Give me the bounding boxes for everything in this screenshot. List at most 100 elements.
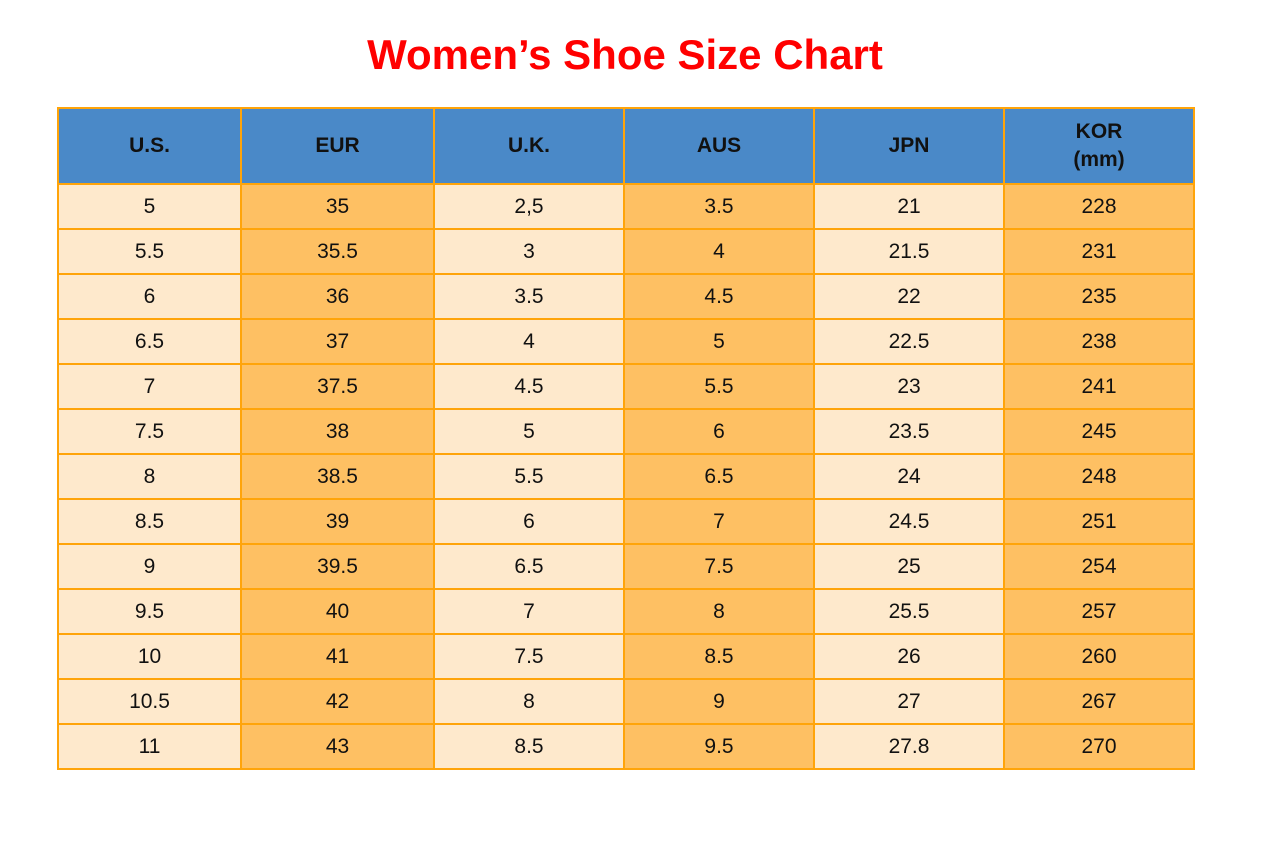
table-cell: 231 [1003, 228, 1195, 275]
table-cell: 257 [1003, 588, 1195, 635]
table-cell: 38.5 [240, 453, 435, 500]
table-cell: 260 [1003, 633, 1195, 680]
column-header-label: U.S. [129, 133, 170, 157]
table-cell: 7 [623, 498, 815, 545]
table-cell: 27.8 [813, 723, 1005, 770]
table-row: 10 41 7.5 8.5 26 260 [57, 633, 1195, 680]
table-cell: 4 [623, 228, 815, 275]
table-cell: 25 [813, 543, 1005, 590]
table-cell: 43 [240, 723, 435, 770]
header-row: U.S. EUR U.K. AUS JPN KOR (mm) [57, 107, 1195, 185]
column-header-label: AUS [696, 133, 742, 157]
table-cell: 42 [240, 678, 435, 725]
table-cell: 22 [813, 273, 1005, 320]
table-cell: 9 [57, 543, 242, 590]
table-row: 8.5 39 6 7 24.5 251 [57, 498, 1195, 545]
table-cell: 245 [1003, 408, 1195, 455]
column-header: EUR [240, 107, 435, 185]
column-header: KOR (mm) [1003, 107, 1195, 185]
table-cell: 23 [813, 363, 1005, 410]
table-cell: 6.5 [623, 453, 815, 500]
table-cell: 21.5 [813, 228, 1005, 275]
table-cell: 25.5 [813, 588, 1005, 635]
column-header: U.K. [433, 107, 625, 185]
table-cell: 6 [57, 273, 242, 320]
table-row: 9.5 40 7 8 25.5 257 [57, 588, 1195, 635]
table-cell: 241 [1003, 363, 1195, 410]
table-cell: 4.5 [623, 273, 815, 320]
size-chart-table: U.S. EUR U.K. AUS JPN KOR (mm) 5 35 2,5 3.5 21 228 5… [57, 107, 1195, 770]
table-row: 7.5 38 5 6 23.5 245 [57, 408, 1195, 455]
table-row: 5.5 35.5 3 4 21.5 231 [57, 228, 1195, 275]
table-cell: 5 [57, 183, 242, 230]
column-header-label: EUR [315, 133, 360, 157]
table-cell: 8 [623, 588, 815, 635]
table-cell: 270 [1003, 723, 1195, 770]
table-cell: 39 [240, 498, 435, 545]
table-cell: 35 [240, 183, 435, 230]
table-row: 9 39.5 6.5 7.5 25 254 [57, 543, 1195, 590]
table-cell: 248 [1003, 453, 1195, 500]
column-header-label: KOR [1075, 119, 1123, 143]
table-cell: 23.5 [813, 408, 1005, 455]
size-table-body: 5 35 2,5 3.5 21 228 5.5 35.5 3 4 21.5 231 6 36 3.5 4.5 2… [57, 183, 1195, 770]
table-cell: 9 [623, 678, 815, 725]
table-header: U.S. EUR U.K. AUS JPN KOR (mm) [57, 107, 1195, 185]
table-row: 10.5 42 8 9 27 267 [57, 678, 1195, 725]
table-cell: 10.5 [57, 678, 242, 725]
column-header: JPN [813, 107, 1005, 185]
table-cell: 10 [57, 633, 242, 680]
table-cell: 267 [1003, 678, 1195, 725]
table-cell: 4 [433, 318, 625, 365]
table-cell: 35.5 [240, 228, 435, 275]
table-row: 6.5 37 4 5 22.5 238 [57, 318, 1195, 365]
table-cell: 8 [57, 453, 242, 500]
table-cell: 9.5 [57, 588, 242, 635]
table-cell: 7.5 [623, 543, 815, 590]
table-cell: 5 [433, 408, 625, 455]
column-header-label: JPN [888, 133, 930, 157]
table-cell: 39.5 [240, 543, 435, 590]
table-cell: 2,5 [433, 183, 625, 230]
table-cell: 36 [240, 273, 435, 320]
column-header-sublabel: (mm) [1073, 148, 1125, 171]
table-cell: 6.5 [57, 318, 242, 365]
table-cell: 11 [57, 723, 242, 770]
table-cell: 251 [1003, 498, 1195, 545]
table-cell: 7.5 [57, 408, 242, 455]
page-title: Women’s Shoe Size Chart [367, 31, 883, 78]
table-cell: 38 [240, 408, 435, 455]
table-cell: 6.5 [433, 543, 625, 590]
table-cell: 7 [57, 363, 242, 410]
table-cell: 8.5 [623, 633, 815, 680]
table-cell: 37 [240, 318, 435, 365]
table-cell: 5 [623, 318, 815, 365]
table-row: 8 38.5 5.5 6.5 24 248 [57, 453, 1195, 500]
table-cell: 9.5 [623, 723, 815, 770]
table-cell: 3.5 [433, 273, 625, 320]
table-cell: 4.5 [433, 363, 625, 410]
table-cell: 8.5 [433, 723, 625, 770]
table-cell: 21 [813, 183, 1005, 230]
table-cell: 8.5 [57, 498, 242, 545]
column-header: U.S. [57, 107, 242, 185]
table-cell: 7 [433, 588, 625, 635]
table-cell: 26 [813, 633, 1005, 680]
table-cell: 5.5 [433, 453, 625, 500]
table-cell: 24 [813, 453, 1005, 500]
table-cell: 254 [1003, 543, 1195, 590]
table-cell: 22.5 [813, 318, 1005, 365]
table-cell: 5.5 [57, 228, 242, 275]
column-header-label: U.K. [508, 133, 550, 157]
table-cell: 7.5 [433, 633, 625, 680]
table-cell: 238 [1003, 318, 1195, 365]
column-header: AUS [623, 107, 815, 185]
table-row: 5 35 2,5 3.5 21 228 [57, 183, 1195, 230]
table-row: 6 36 3.5 4.5 22 235 [57, 273, 1195, 320]
table-cell: 6 [623, 408, 815, 455]
table-row: 11 43 8.5 9.5 27.8 270 [57, 723, 1195, 770]
table-cell: 3 [433, 228, 625, 275]
table-row: 7 37.5 4.5 5.5 23 241 [57, 363, 1195, 410]
table-cell: 235 [1003, 273, 1195, 320]
table-cell: 37.5 [240, 363, 435, 410]
